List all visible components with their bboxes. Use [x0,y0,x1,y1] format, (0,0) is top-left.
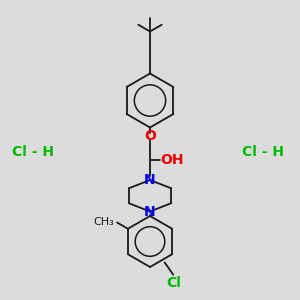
Text: N: N [144,205,156,218]
Text: N: N [144,173,156,187]
Text: CH₃: CH₃ [93,218,114,227]
Text: Cl - H: Cl - H [242,145,284,158]
Text: Cl - H: Cl - H [12,145,54,158]
Text: O: O [144,130,156,143]
Text: OH: OH [161,153,184,166]
Text: Cl: Cl [166,276,181,290]
